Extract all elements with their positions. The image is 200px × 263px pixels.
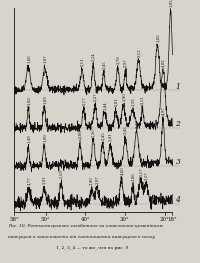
Text: 2,86: 2,86: [131, 172, 135, 181]
Text: 1,60: 1,60: [26, 96, 30, 105]
Text: Рис. 10. Рентгенограммы газобетона на известково-цементном: Рис. 10. Рентгенограммы газобетона на из…: [8, 225, 163, 229]
Text: 30°: 30°: [120, 217, 130, 222]
Text: 2,45: 2,45: [101, 131, 105, 140]
Text: 4,77: 4,77: [27, 177, 31, 185]
Text: 18°: 18°: [168, 217, 177, 222]
Text: 2,78: 2,78: [116, 55, 120, 64]
Text: 1, 2, 3, 4 — то же, что на рис. 9: 1, 2, 3, 4 — то же, что на рис. 9: [56, 246, 128, 250]
Text: 1,87: 1,87: [43, 54, 47, 63]
Text: 3,13: 3,13: [136, 48, 140, 57]
Text: 2: 2: [175, 120, 180, 128]
Text: 2,06: 2,06: [78, 129, 82, 138]
Text: 5,59: 5,59: [59, 169, 63, 178]
Text: 2,27: 2,27: [93, 92, 97, 101]
Text: 4,60: 4,60: [120, 166, 124, 175]
Text: 2,81: 2,81: [114, 97, 118, 106]
Text: 1,66: 1,66: [26, 55, 30, 63]
Text: 2,36: 2,36: [91, 128, 95, 136]
Text: 1,05: 1,05: [169, 0, 173, 7]
Text: 2,11: 2,11: [80, 57, 84, 66]
Text: 40°: 40°: [80, 217, 90, 222]
Text: 4,97: 4,97: [161, 106, 165, 115]
Text: 50°: 50°: [41, 217, 51, 222]
Text: 3,01: 3,01: [42, 176, 46, 184]
Text: 1,89: 1,89: [42, 95, 46, 104]
Text: 5,17: 5,17: [138, 167, 142, 176]
Text: 4: 4: [175, 196, 180, 204]
Text: 2,44: 2,44: [103, 101, 107, 110]
Text: 3: 3: [175, 158, 180, 166]
Text: 3,27: 3,27: [144, 171, 148, 180]
Text: 3,45: 3,45: [123, 125, 127, 134]
Text: 2,97: 2,97: [95, 175, 99, 184]
Text: 1: 1: [175, 83, 180, 90]
Text: 1,99: 1,99: [42, 133, 46, 142]
Text: 1,49: 1,49: [26, 134, 30, 143]
Text: 20°: 20°: [160, 217, 169, 222]
Text: 2,45: 2,45: [102, 60, 106, 69]
Text: вяжущем в зависимости от соотношения вяжущего к песку: вяжущем в зависимости от соотношения вяж…: [8, 235, 155, 239]
Text: 1,82: 1,82: [155, 34, 159, 42]
Text: 2,97: 2,97: [123, 58, 127, 67]
Text: 2,24: 2,24: [91, 52, 95, 61]
Text: 3,51: 3,51: [140, 95, 144, 104]
Text: 58°: 58°: [9, 217, 19, 222]
Text: 2,41: 2,41: [108, 133, 112, 141]
Text: 2,90: 2,90: [89, 176, 93, 185]
Text: 2,17: 2,17: [82, 96, 86, 105]
Text: 2,90: 2,90: [121, 93, 125, 102]
Text: 4,02: 4,02: [161, 58, 165, 67]
Text: 3,33: 3,33: [131, 97, 135, 106]
Text: 3,41: 3,41: [135, 119, 139, 128]
